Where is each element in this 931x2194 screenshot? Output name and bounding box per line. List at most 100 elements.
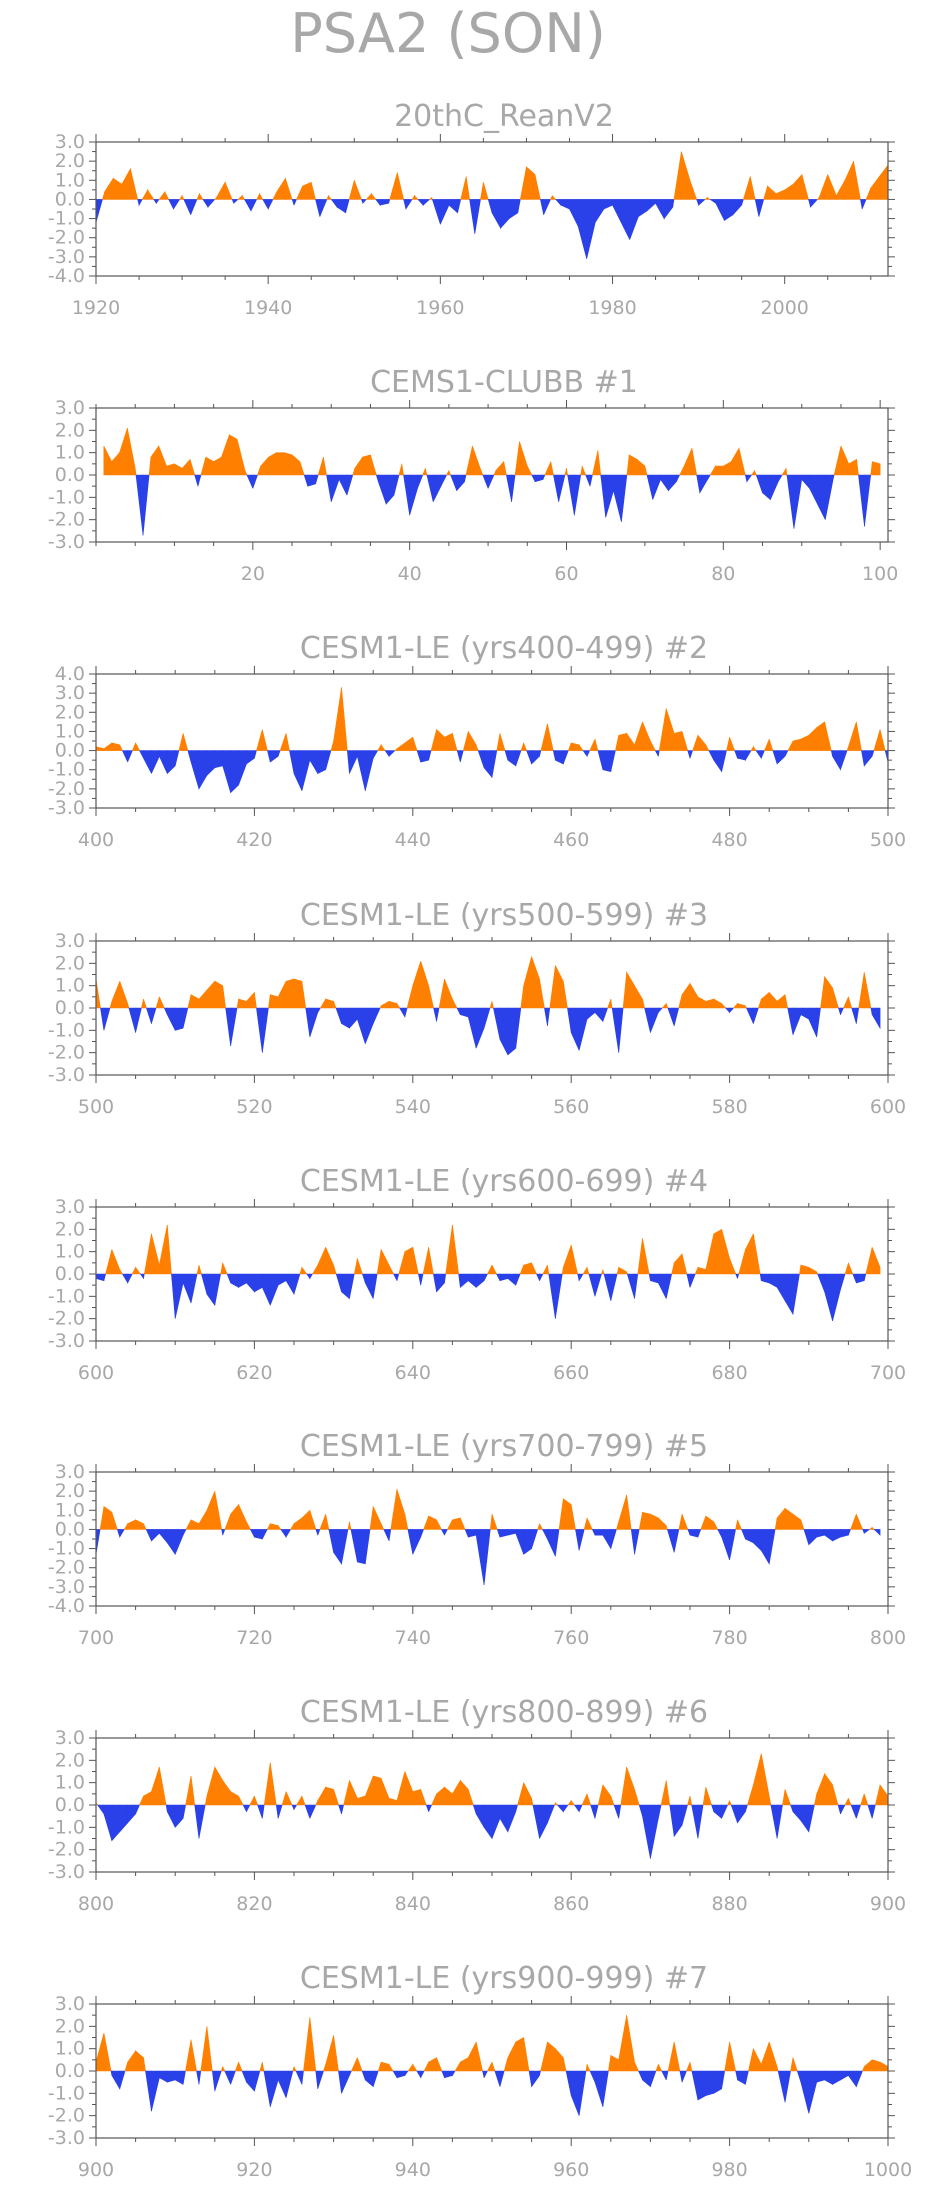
area-segment [182, 1273, 192, 1304]
area-segment [375, 199, 381, 207]
area-segment [618, 1266, 627, 1275]
area-segment [658, 1007, 663, 1014]
area-segment [772, 750, 778, 765]
y-tick-label: 0.0 [55, 188, 85, 210]
area-segment [262, 1529, 268, 1540]
area-segment [494, 2070, 501, 2087]
area-segment [396, 1489, 406, 1530]
area-segment [246, 1273, 255, 1293]
area-segment [412, 1529, 422, 1555]
area-segment [364, 750, 374, 791]
area-segment [750, 469, 755, 476]
area-segment [404, 1771, 414, 1806]
area-segment [602, 1269, 605, 1275]
area-segment [411, 194, 415, 200]
area-segment [555, 965, 564, 1009]
area-segment [262, 1804, 265, 1819]
area-segment [760, 991, 770, 1009]
area-series [95, 687, 889, 794]
area-segment [428, 2057, 437, 2072]
area-segment [800, 1804, 810, 1833]
area-segment [637, 1238, 643, 1275]
area-segment [871, 2059, 881, 2072]
area-segment [801, 174, 809, 200]
area-segment [285, 178, 293, 200]
area-segment [729, 2041, 737, 2072]
area-segment [277, 2070, 287, 2098]
area-segment [262, 199, 269, 211]
area-segment [634, 984, 643, 1009]
area-segment [560, 199, 570, 210]
area-segment [691, 448, 698, 476]
area-segment [285, 1791, 293, 1806]
area-segment [333, 1001, 337, 1009]
area-segment [364, 1007, 374, 1044]
area-segment [426, 474, 434, 502]
area-segment [119, 1804, 128, 1833]
area-segment [551, 194, 557, 200]
area-segment [134, 468, 137, 476]
area-segment [520, 742, 524, 751]
area-segment [190, 1775, 196, 1806]
x-tick-label: 1000 [864, 2159, 912, 2181]
area-segment [540, 2041, 548, 2072]
area-segment [291, 454, 301, 476]
area-segment [369, 1506, 374, 1530]
area-segment [864, 474, 872, 527]
area-segment [840, 1007, 844, 1015]
area-segment [409, 474, 418, 516]
area-segment [370, 454, 377, 476]
area-segment [570, 1244, 579, 1275]
area-segment [383, 1529, 390, 1542]
x-tick-label: 680 [711, 1362, 747, 1384]
area-segment [650, 2070, 657, 2087]
area-segment [644, 466, 648, 476]
area-segment [801, 474, 810, 490]
area-segment [879, 2061, 889, 2072]
area-segment [578, 1529, 585, 1551]
area-segment [848, 721, 857, 751]
area-segment [808, 2070, 818, 2114]
area-segment [234, 2061, 239, 2072]
area-segment [230, 1273, 239, 1288]
area-segment [319, 997, 326, 1009]
area-segment [483, 1273, 488, 1281]
area-segment [325, 2035, 334, 2072]
area-segment [139, 750, 144, 759]
area-segment [190, 1273, 198, 1304]
area-segment [678, 1514, 683, 1530]
area-segment [372, 1506, 382, 1530]
area-segment [131, 1267, 136, 1275]
area-segment [871, 750, 875, 757]
area-segment [836, 179, 846, 200]
area-segment [293, 1517, 303, 1530]
area-segment [689, 1529, 699, 1538]
area-segment [111, 1512, 118, 1530]
area-segment [433, 1273, 437, 1292]
area-segment [422, 1247, 429, 1275]
area-segment [467, 1007, 477, 1049]
area-segment [687, 1795, 691, 1806]
area-segment [824, 721, 832, 751]
area-segment [441, 1529, 445, 1536]
area-segment [159, 1224, 168, 1275]
area-segment [206, 1766, 216, 1806]
area-segment [610, 1273, 618, 1301]
x-tick-label: 780 [711, 1627, 747, 1649]
area-segment [317, 1247, 326, 1275]
area-segment [171, 1273, 176, 1319]
area-segment [214, 2070, 222, 2092]
area-segment [721, 1229, 730, 1275]
area-segment [762, 474, 771, 501]
area-segment [388, 1000, 398, 1009]
area-segment [844, 1262, 849, 1275]
area-segment [361, 2070, 366, 2081]
area-segment [111, 451, 120, 476]
area-segment [190, 2039, 197, 2072]
area-segment [777, 474, 783, 483]
area-segment [262, 1007, 269, 1053]
area-segment [467, 1273, 477, 1289]
area-segment [364, 1529, 371, 1564]
area-segment [307, 474, 316, 487]
area-segment [760, 1753, 770, 1806]
